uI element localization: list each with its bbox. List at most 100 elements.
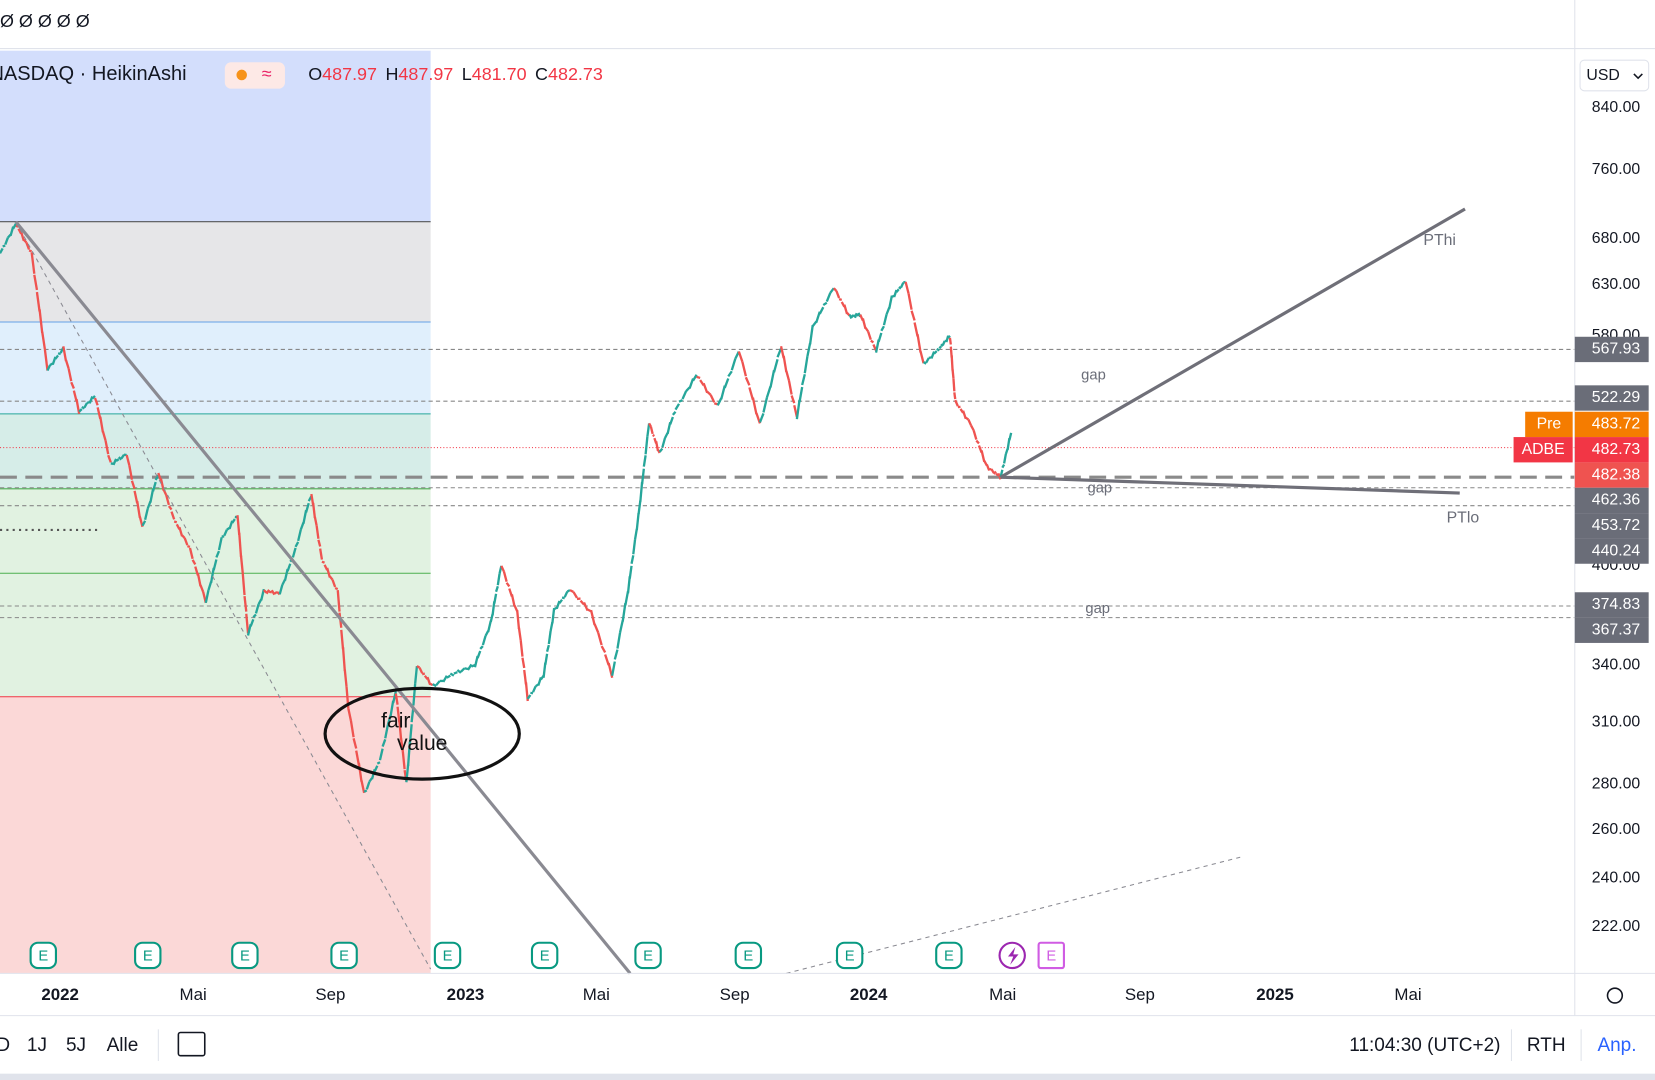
earnings-marker[interactable] [835,941,864,970]
candle [252,613,257,619]
candle [223,529,228,537]
price-badge [1574,513,1649,539]
candle [566,589,571,593]
candle [632,539,637,555]
candle [38,309,44,334]
candle [639,482,644,502]
range-button[interactable]: Alle [107,1035,139,1056]
range-button[interactable]: 5J [66,1035,86,1056]
candle [236,515,241,536]
candle [547,630,552,645]
candle [112,458,118,466]
candle [500,565,506,573]
earnings-marker[interactable] [634,941,662,970]
candle [466,663,473,671]
clock: 11:04:30 (UTC+2) [1349,1035,1500,1056]
candle [476,650,482,659]
candle [212,559,218,571]
candle [596,632,603,646]
adjust-button[interactable]: Anp. [1597,1035,1636,1056]
candle [151,481,157,492]
candle [563,591,569,598]
candle [357,762,363,782]
candle [319,548,324,560]
candle [120,454,125,460]
drawings [14,207,1466,975]
currency-dropdown[interactable] [1579,59,1650,92]
earnings-marker[interactable] [1037,941,1065,970]
earnings-marker[interactable] [530,941,559,970]
candle [389,700,395,717]
candle [990,468,995,474]
candle [386,715,392,726]
candle [302,510,308,524]
candle [209,567,215,583]
candle [751,397,758,415]
earnings-marker[interactable] [935,941,963,970]
candle [505,582,511,588]
candle [952,378,956,392]
candle [832,287,838,292]
earnings-marker[interactable] [29,941,57,970]
candle [795,399,801,420]
range-button[interactable]: 1J [27,1035,47,1056]
candle [936,347,940,352]
earnings-marker[interactable] [330,941,358,970]
currency[interactable]: USD [1586,67,1619,84]
range-button[interactable]: D [0,1035,10,1056]
candle [487,620,492,633]
candle [874,339,880,353]
annotation: PThi [1423,232,1456,249]
candle [706,390,712,396]
candle [435,680,441,686]
candle [217,537,223,551]
candle [384,724,390,739]
time-label: Mai [989,985,1016,1004]
session-button[interactable]: RTH [1527,1035,1566,1056]
time-label: Mai [583,985,610,1004]
earnings-label: E [944,948,954,964]
value: 487.97 [322,64,377,84]
candle [569,589,574,593]
candle [656,449,661,454]
candle [561,596,565,600]
candle [249,618,255,627]
candle [299,522,305,531]
settings-icon[interactable] [1606,987,1624,1004]
candle [199,584,205,593]
calendar-icon[interactable] [177,1031,206,1057]
candle [341,647,346,671]
candle [491,601,496,616]
candle [646,423,651,437]
toolbar-icons[interactable]: Ø Ø Ø Ø Ø [0,11,90,31]
candle [655,441,660,452]
candle [239,555,244,574]
value: 487.97 [398,64,453,84]
earnings-marker[interactable] [734,941,763,970]
candle [432,683,437,688]
candle [349,720,355,738]
candle [93,397,99,406]
icon: ≈ [262,64,272,84]
candle [373,765,379,772]
candle [806,343,812,357]
candle [141,520,147,527]
candle [787,380,793,395]
candle [658,447,664,453]
earnings-marker[interactable] [433,941,462,970]
earnings-label: E [643,948,653,964]
candle [204,589,210,604]
earnings-marker[interactable] [134,941,162,970]
earnings-marker[interactable] [231,941,259,970]
candle [516,610,521,629]
candle [4,237,10,245]
candle [613,649,619,660]
symbol[interactable]: NASDAQ · HeikinAshi [0,63,187,85]
candle [149,488,155,503]
candle [815,311,821,324]
earnings-label: E [143,948,153,964]
price-badge [1574,336,1649,363]
candle [343,669,348,688]
label: O [308,64,322,84]
